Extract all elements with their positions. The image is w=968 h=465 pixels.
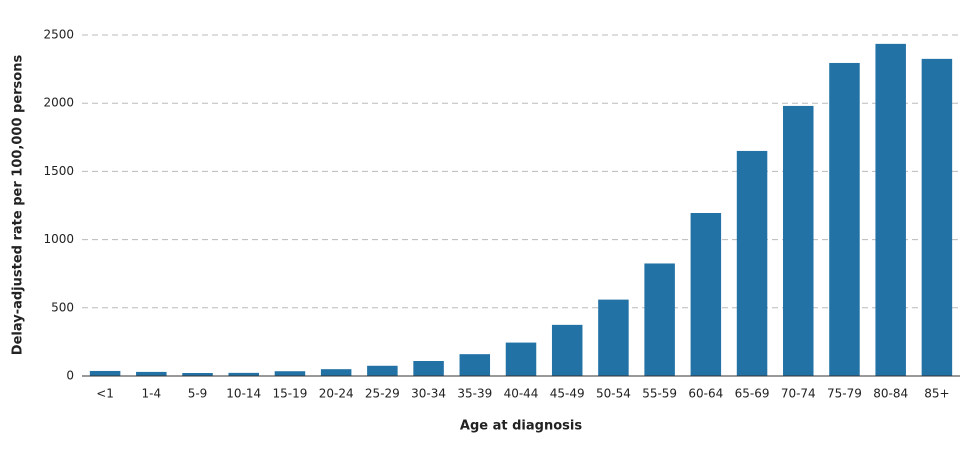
bar <box>921 58 953 377</box>
x-tick-label: <1 <box>96 387 114 401</box>
x-tick-label: 70-74 <box>781 387 816 401</box>
bar <box>89 370 121 376</box>
x-tick-label: 60-64 <box>688 387 723 401</box>
bar <box>875 43 906 377</box>
x-tick-label: 65-69 <box>735 387 770 401</box>
bar <box>736 150 768 376</box>
y-axis-title: Delay-adjusted rate per 100,000 persons <box>11 55 26 356</box>
bar <box>274 371 306 376</box>
x-tick-label: 35-39 <box>457 387 492 401</box>
x-tick-label: 25-29 <box>365 387 400 401</box>
bar <box>783 105 814 376</box>
bar <box>367 365 398 376</box>
x-tick-label: 10-14 <box>226 387 261 401</box>
y-tick-label: 1500 <box>43 164 74 178</box>
x-axis-title: Age at diagnosis <box>460 419 582 434</box>
bar <box>551 324 583 376</box>
bar <box>690 213 722 376</box>
bar <box>320 369 352 376</box>
bar <box>228 372 259 376</box>
x-tick-label: 75-79 <box>827 387 862 401</box>
bar <box>459 354 491 376</box>
y-tick-label: 500 <box>51 300 74 314</box>
x-tick-label: 45-49 <box>550 387 585 401</box>
x-tick-label: 50-54 <box>596 387 631 401</box>
bar <box>505 342 537 376</box>
x-tick-label: 85+ <box>924 387 949 401</box>
x-tick-label: 30-34 <box>411 387 446 401</box>
bar <box>829 62 860 376</box>
x-tick-label: 1-4 <box>142 387 162 401</box>
y-tick-label: 1000 <box>43 232 74 246</box>
x-tick-label: 40-44 <box>504 387 539 401</box>
bar <box>182 372 213 376</box>
bar <box>644 263 675 376</box>
bar <box>413 360 444 376</box>
x-tick-label: 55-59 <box>642 387 677 401</box>
y-tick-label: 2500 <box>43 28 74 42</box>
x-tick-label: 80-84 <box>873 387 908 401</box>
bar <box>598 299 629 376</box>
x-tick-label: 15-19 <box>273 387 308 401</box>
x-tick-label: 5-9 <box>188 387 208 401</box>
y-tick-label: 0 <box>66 369 74 383</box>
bar <box>136 371 167 376</box>
x-tick-label: 20-24 <box>319 387 354 401</box>
y-tick-label: 2000 <box>43 96 74 110</box>
